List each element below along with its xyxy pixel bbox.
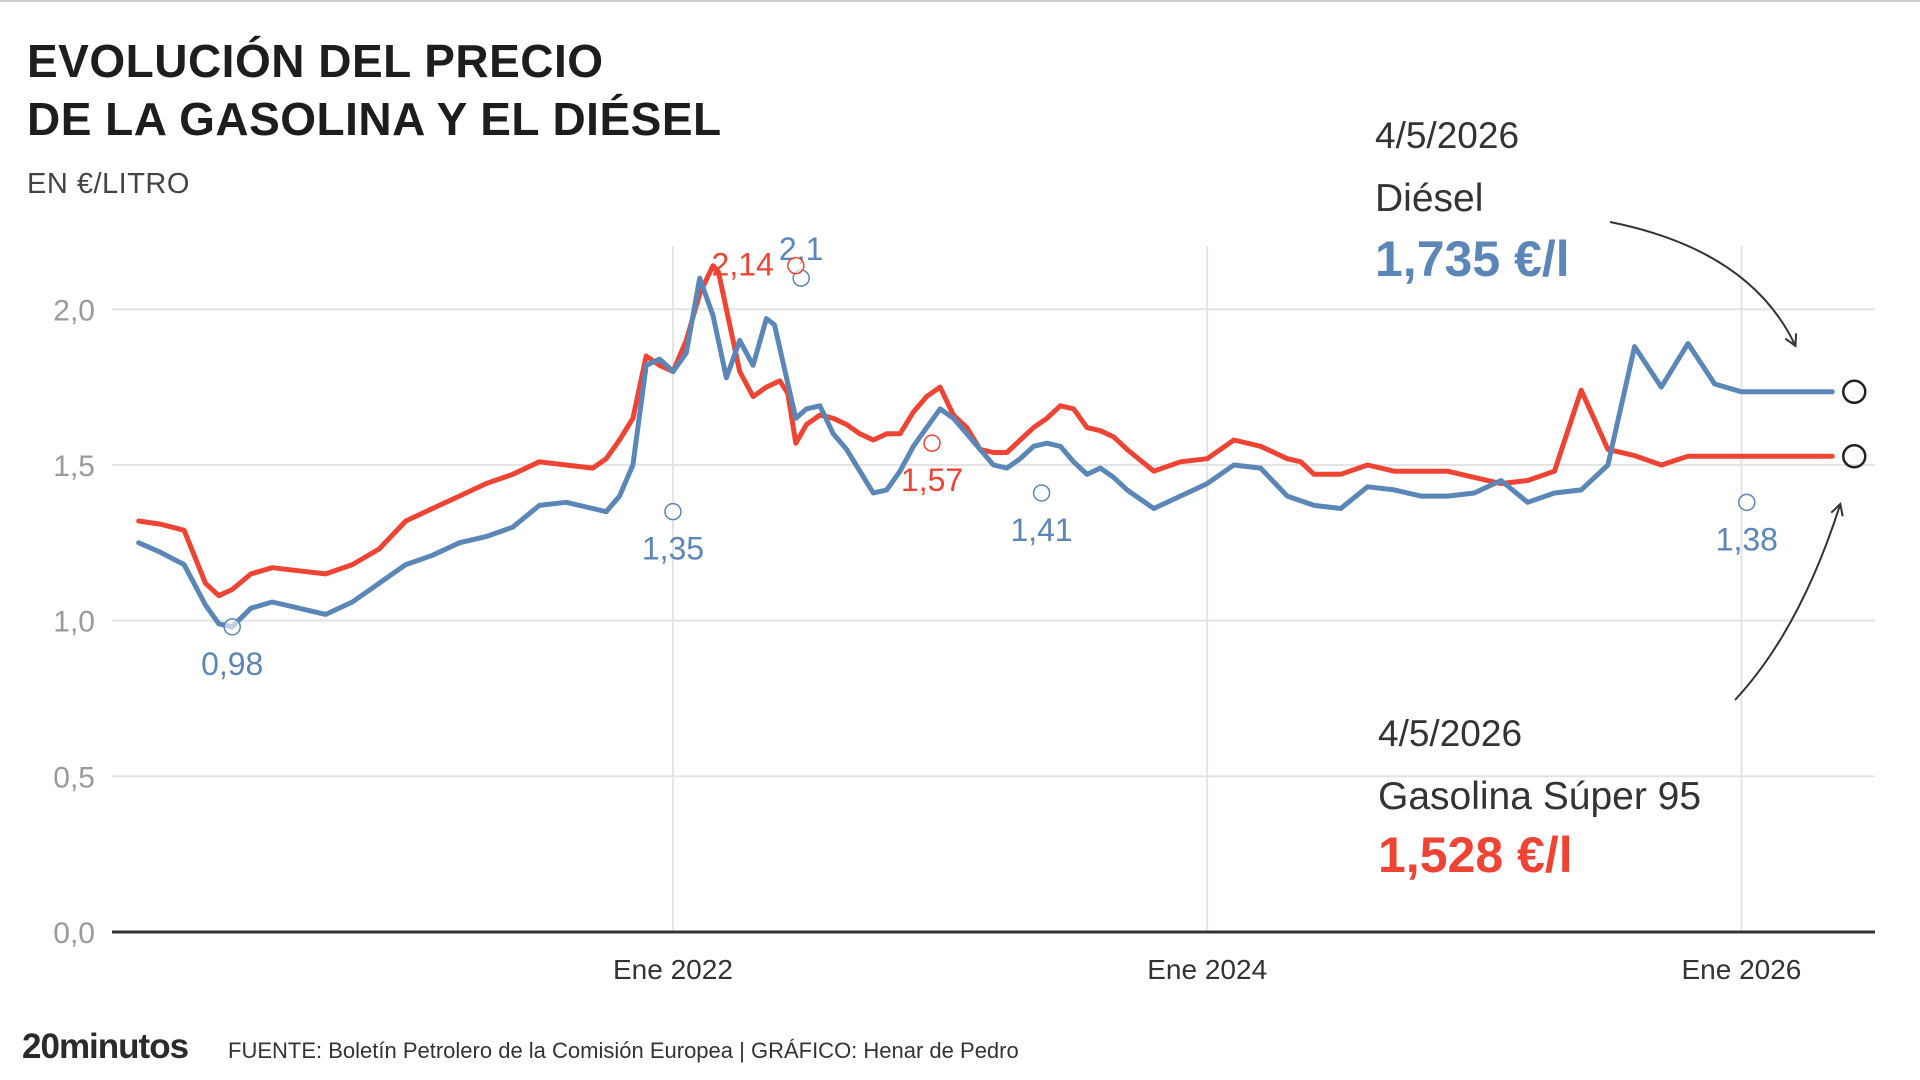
brand-logo-number: 20 — [22, 1027, 60, 1066]
gasolina-callout-marker — [923, 434, 941, 452]
diesel-callout-label: 0,98 — [201, 646, 263, 682]
diesel-callout-marker — [223, 618, 241, 636]
diesel-callout-marker — [664, 502, 682, 521]
gasolina-callout-label: 2,14 — [712, 247, 774, 283]
diesel-latest-marker — [1842, 379, 1867, 405]
diesel-callout-label: 1,41 — [1010, 512, 1072, 548]
gasolina-arrow — [1734, 505, 1840, 701]
gasolina-annotation-name: Gasolina Súper 95 — [1378, 775, 1702, 818]
gasolina-annotation-value: 1,528 €/l — [1378, 827, 1573, 883]
y-tick-label: 1,5 — [53, 450, 95, 483]
chart-title-line1: EVOLUCIÓN DEL PRECIO — [27, 35, 604, 87]
x-tick-label: Ene 2026 — [1681, 954, 1801, 985]
y-tick-label: 2,0 — [53, 294, 95, 327]
diesel-callout-marker — [1032, 484, 1051, 502]
data-callouts: 0,981,352,11,41 1,382,141,57 — [201, 231, 1778, 682]
y-tick-label: 0,0 — [53, 917, 95, 950]
gasolina-latest-marker — [1842, 443, 1867, 469]
endpoint-markers — [1842, 379, 1867, 469]
gasolina-callout-label: 1,57 — [901, 462, 963, 498]
source-credit: FUENTE: Boletín Petrolero de la Comisión… — [228, 1038, 1019, 1063]
x-tick-label: Ene 2022 — [613, 954, 733, 985]
axes: 0,0 0,5 1,0 1,5 2,0 Ene 2022 Ene 2024 Ene 2026 — [53, 294, 1875, 985]
diesel-callout-label: 1,35 — [642, 531, 704, 567]
gasolina-annotation-date: 4/5/2026 — [1378, 713, 1523, 754]
diesel-arrow — [1609, 221, 1795, 345]
y-tick-label: 0,5 — [53, 761, 95, 794]
chart-title-line2: DE LA GASOLINA Y EL DIÉSEL — [27, 93, 722, 145]
chart-subtitle: EN €/LITRO — [27, 168, 190, 200]
brand-logo: 20minutos — [22, 1027, 189, 1067]
diesel-annotation-date: 4/5/2026 — [1375, 115, 1520, 156]
diesel-callout-label: 1,38 — [1716, 521, 1778, 557]
brand-logo-word: minutos — [58, 1027, 189, 1066]
series-lines — [136, 263, 1835, 630]
diesel-callout-marker — [1738, 493, 1756, 512]
grid-lines — [112, 246, 1875, 932]
diesel-annotation-value: 1,735 €/l — [1375, 231, 1570, 287]
gasolina-series-line — [136, 263, 1835, 599]
diesel-series-line — [136, 275, 1835, 630]
gasolina-callout-marker — [787, 256, 805, 275]
y-tick-label: 1,0 — [53, 606, 95, 639]
diesel-annotation-name: Diésel — [1375, 177, 1484, 220]
x-tick-label: Ene 2024 — [1147, 954, 1267, 985]
top-rule — [0, 0, 1920, 2]
